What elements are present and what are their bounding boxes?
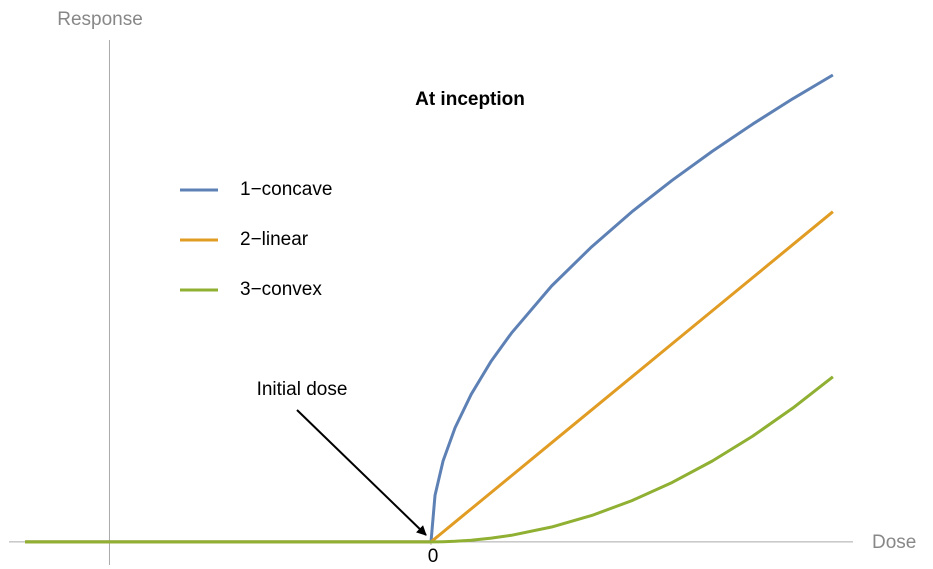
- legend-label: 2−linear: [240, 229, 309, 250]
- x-tick-label: 0: [428, 546, 439, 567]
- series-line: [25, 73, 834, 544]
- series-line: [25, 375, 834, 544]
- legend-label: 3−convex: [240, 279, 322, 300]
- annotation-arrow: [296, 409, 427, 536]
- legend-label: 1−concave: [240, 179, 332, 200]
- annotation: Initial dose: [257, 379, 348, 400]
- y-axis-label: Response: [57, 9, 143, 30]
- series-line: [25, 210, 834, 544]
- x-axis-label: Dose: [872, 532, 916, 553]
- chart-title: At inception: [415, 89, 525, 110]
